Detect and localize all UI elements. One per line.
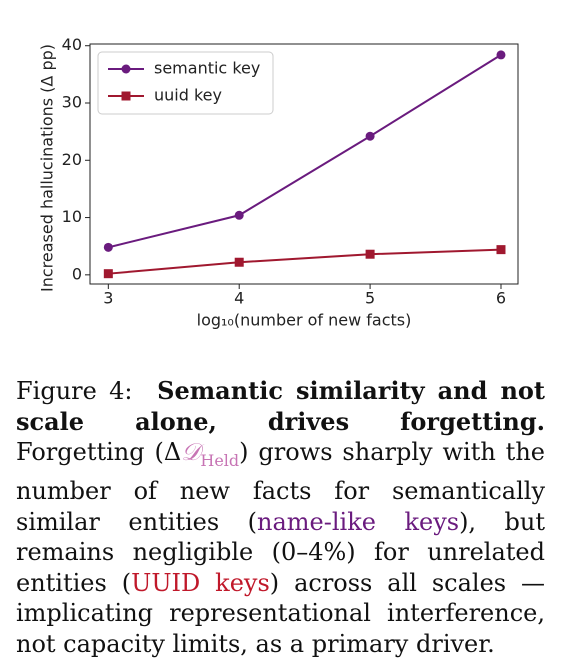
series-line: [108, 248, 502, 275]
legend-label: semantic key: [154, 59, 260, 78]
caption-highlight: name-like keys: [257, 507, 460, 536]
x-tick-label: 3: [103, 289, 113, 308]
plot-frame: [89, 43, 519, 285]
caption-text: ), but remains negligible (0–4%) for unr…: [16, 507, 545, 597]
y-tick-label: 20: [62, 150, 82, 169]
caption-text: ) grows sharply with the number of new f…: [16, 438, 545, 536]
point: [365, 131, 375, 141]
legend-marker: [121, 91, 131, 101]
x-axis-label: log₁₀(number of new facts): [197, 311, 412, 330]
y-axis-label: Increased hallucinations (Δ pp): [38, 44, 57, 292]
point: [496, 245, 506, 255]
point: [234, 257, 244, 267]
x-tick-label: 6: [496, 289, 506, 308]
caption: Figure 4: Semantic similarity and not sc…: [16, 376, 545, 659]
y-tick-label: 0: [72, 264, 82, 283]
legend-box: [97, 51, 274, 115]
caption-text: ) across all scales — implicating repres…: [16, 568, 545, 658]
x-tick-label: 4: [234, 289, 244, 308]
point: [103, 269, 113, 279]
y-tick-label: 10: [62, 207, 82, 226]
caption-highlight: UUID keys: [131, 568, 270, 597]
point: [496, 50, 506, 60]
caption-math-sub: Held: [200, 450, 240, 470]
y-tick-label: 30: [62, 92, 82, 111]
caption-bold: Semantic similarity and not scale alone,…: [16, 376, 545, 436]
caption-math: 𝒟: [181, 438, 201, 466]
legend-label: uuid key: [154, 86, 222, 105]
chart: log₁₀(number of new facts) Increased hal…: [38, 35, 519, 330]
y-tick-label: 40: [62, 35, 82, 54]
point: [365, 249, 375, 259]
point: [234, 210, 244, 220]
point: [103, 242, 113, 252]
caption-text: Forgetting (Δ: [16, 438, 182, 466]
x-tick-label: 5: [365, 289, 375, 308]
series-line: [108, 54, 502, 249]
legend-marker: [121, 64, 131, 74]
caption-label: Figure 4:: [16, 377, 133, 405]
